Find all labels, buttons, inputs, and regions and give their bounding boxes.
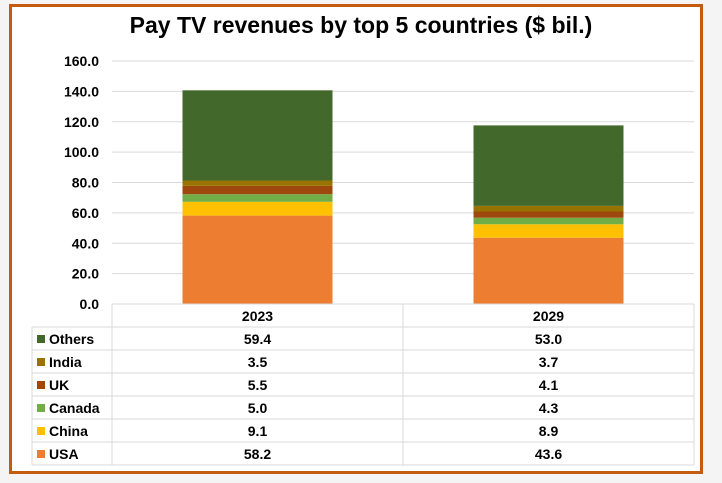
y-tick-label: 20.0 bbox=[72, 266, 99, 282]
legend-label: USA bbox=[49, 446, 79, 462]
y-tick-label: 160.0 bbox=[64, 53, 99, 69]
y-tick-label: 80.0 bbox=[72, 175, 99, 191]
y-tick-label: 140.0 bbox=[64, 83, 99, 99]
table-value: 53.0 bbox=[535, 331, 562, 347]
bar-segment-india-2029 bbox=[473, 205, 624, 212]
legend-key-usa bbox=[37, 450, 45, 458]
table-value: 4.1 bbox=[539, 377, 559, 393]
x-category-label: 2023 bbox=[242, 308, 273, 324]
legend-label: China bbox=[49, 423, 88, 439]
chart-title: Pay TV revenues by top 5 countries ($ bi… bbox=[129, 12, 593, 38]
bar-segment-others-2029 bbox=[473, 125, 624, 206]
legend-label: Canada bbox=[49, 400, 100, 416]
legend-label: India bbox=[49, 354, 82, 370]
y-tick-label: 120.0 bbox=[64, 114, 99, 130]
table-value: 8.9 bbox=[539, 423, 559, 439]
legend-key-canada bbox=[37, 404, 45, 412]
table-value: 3.5 bbox=[248, 354, 268, 370]
bar-segment-canada-2023 bbox=[182, 194, 333, 202]
table-value: 59.4 bbox=[244, 331, 271, 347]
bar-segment-usa-2023 bbox=[182, 215, 333, 304]
bar-segment-usa-2029 bbox=[473, 237, 624, 304]
legend-key-uk bbox=[37, 381, 45, 389]
legend-key-others bbox=[37, 335, 45, 343]
y-tick-label: 60.0 bbox=[72, 205, 99, 221]
table-value: 4.3 bbox=[539, 400, 559, 416]
bar-segment-china-2023 bbox=[182, 201, 333, 216]
x-category-label: 2029 bbox=[533, 308, 564, 324]
y-tick-label: 100.0 bbox=[64, 144, 99, 160]
table-value: 58.2 bbox=[244, 446, 271, 462]
table-value: 5.0 bbox=[248, 400, 268, 416]
legend-label: UK bbox=[49, 377, 69, 393]
table-value: 5.5 bbox=[248, 377, 268, 393]
bar-segment-china-2029 bbox=[473, 224, 624, 238]
bar-segment-uk-2023 bbox=[182, 185, 333, 195]
table-value: 3.7 bbox=[539, 354, 559, 370]
bar-segment-canada-2029 bbox=[473, 217, 624, 225]
table-value: 9.1 bbox=[248, 423, 268, 439]
legend-key-india bbox=[37, 358, 45, 366]
bar-segment-others-2023 bbox=[182, 90, 333, 181]
bar-segment-uk-2029 bbox=[473, 211, 624, 218]
legend-key-china bbox=[37, 427, 45, 435]
y-tick-label: 40.0 bbox=[72, 235, 99, 251]
y-tick-label: 0.0 bbox=[80, 296, 100, 312]
legend-label: Others bbox=[49, 331, 94, 347]
table-value: 43.6 bbox=[535, 446, 562, 462]
bar-segment-india-2023 bbox=[182, 180, 333, 186]
